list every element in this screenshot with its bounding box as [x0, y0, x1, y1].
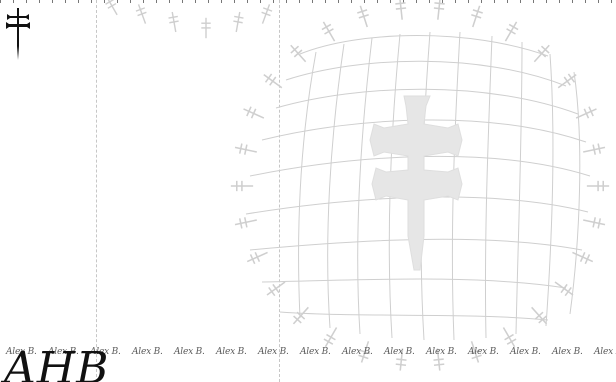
signature-strip: Alex B. Alex B. Alex B. Alex B. Alex B. Alex … — [0, 339, 616, 355]
ornament-cross-icon — [500, 19, 522, 44]
ornament-cross-icon — [233, 214, 258, 230]
ornament-cross-icon — [318, 19, 340, 44]
signature-item: Alex B. — [6, 347, 37, 355]
signature-item: Alex B. — [174, 347, 205, 355]
ornament-cross-icon — [570, 247, 595, 267]
ornament-cross-icon — [245, 247, 270, 267]
signature-item: Alex B. — [594, 347, 616, 355]
ornament-cross-icon — [260, 70, 285, 92]
signature-item: Alex B. — [48, 347, 79, 355]
ornament-cross-icon — [233, 142, 258, 158]
signature-item: Alex B. — [510, 347, 541, 355]
signature-item: Alex B. — [300, 347, 331, 355]
signature-item: Alex B. — [258, 347, 289, 355]
ornament-cross-icon — [286, 41, 310, 66]
ornament-cross-icon — [258, 2, 274, 26]
ornament-ring — [102, 0, 610, 372]
vertical-guide[interactable] — [279, 0, 280, 382]
signature-item: Alex B. — [90, 347, 121, 355]
ornament-cross-icon — [467, 4, 485, 29]
signature-item: Alex B. — [552, 347, 583, 355]
ornament-cross-icon — [586, 180, 610, 192]
ornament-cross-icon — [230, 180, 254, 192]
ornament-cross-icon — [241, 104, 266, 123]
signature-item: Alex B. — [384, 347, 415, 355]
vertical-guide[interactable] — [96, 0, 97, 382]
ornament-cross-icon — [582, 142, 607, 158]
monogram: AHB — [4, 343, 110, 382]
ornament-cross-icon — [201, 17, 211, 39]
signature-item: Alex B. — [342, 347, 373, 355]
ornament-cross-icon — [432, 0, 446, 21]
ornament-cross-icon — [167, 11, 181, 33]
signature-item: Alex B. — [132, 347, 163, 355]
signature-item: Alex B. — [426, 347, 457, 355]
ornament-cross-icon — [231, 11, 245, 33]
ornament-cross-icon — [582, 214, 607, 230]
ornament-cross-icon — [134, 2, 150, 26]
top-ruler — [0, 0, 616, 3]
cross-of-lorraine-icon — [4, 8, 32, 60]
ornament-cross-icon — [530, 41, 554, 66]
ornament-cross-icon — [289, 303, 313, 328]
ornament-cross-icon — [102, 0, 122, 18]
ornament-cross-icon — [355, 4, 373, 29]
signature-item: Alex B. — [216, 347, 247, 355]
cross-watermark — [369, 95, 463, 271]
ornament-cross-icon — [394, 0, 408, 21]
signature-item: Alex B. — [468, 347, 499, 355]
